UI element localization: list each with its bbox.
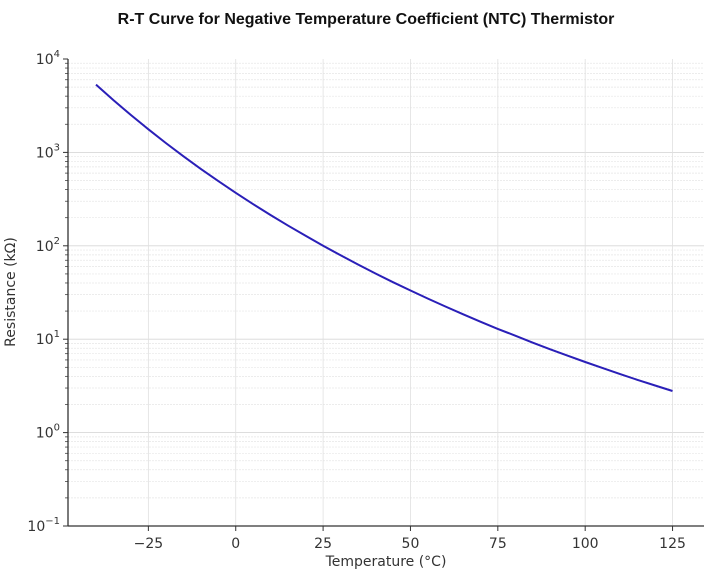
- rt-curve-line: [95, 83, 673, 392]
- grid: [68, 59, 704, 527]
- x-tick-label: 100: [572, 536, 599, 552]
- x-tick-label: 50: [402, 536, 420, 552]
- y-tick-label: 101: [36, 329, 60, 348]
- y-tick-label: 100: [36, 423, 60, 442]
- y-tick-label: 102: [36, 236, 60, 255]
- y-tick-label: 10−1: [27, 516, 60, 535]
- x-axis-label: Temperature (°C): [325, 554, 447, 570]
- y-tick-label: 104: [36, 49, 60, 68]
- series-layer: [95, 83, 673, 392]
- x-tick-label: 0: [231, 536, 240, 552]
- y-tick-label: 103: [36, 142, 60, 161]
- x-tick-label: −25: [134, 536, 164, 552]
- chart-title: R-T Curve for Negative Temperature Coeff…: [118, 11, 615, 28]
- x-tick-label: 125: [659, 536, 686, 552]
- x-tick-label: 25: [314, 536, 332, 552]
- y-axis-label: Resistance (kΩ): [3, 237, 19, 347]
- axes: −25 0 25 50 75 100 125 10−1 100 101 102 103 104: [27, 49, 704, 552]
- x-tick-label: 75: [489, 536, 507, 552]
